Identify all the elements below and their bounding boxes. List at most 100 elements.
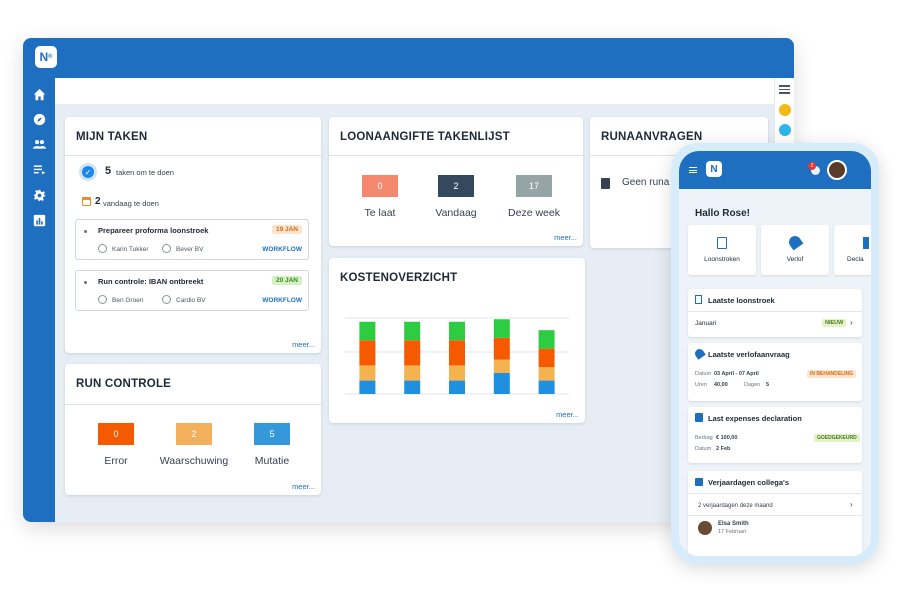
card-birthdays[interactable]: Verjaardagen collega's 2 verjaardagen de… (688, 471, 862, 556)
cake-icon (695, 478, 703, 486)
menu-icon[interactable] (689, 167, 697, 173)
stacked-bar-chart (345, 317, 569, 395)
avatar[interactable] (827, 160, 847, 180)
bar-segment[interactable] (493, 337, 510, 360)
bar-segment[interactable] (493, 373, 510, 394)
approved-badge: GOEDGEKEURD (814, 434, 860, 442)
week-count[interactable]: 17 (516, 175, 552, 197)
mutation-count[interactable]: 5 (254, 423, 290, 445)
status-badge: IN BEHANDELING (807, 370, 857, 378)
more-link[interactable]: meer... (556, 410, 579, 419)
list-icon[interactable] (31, 161, 47, 177)
bar-segment[interactable] (538, 367, 555, 381)
bar-segment[interactable] (493, 359, 510, 373)
bar-segment[interactable] (404, 321, 421, 341)
hours-label: Uren (695, 382, 707, 388)
card-run-controle: RUN CONTROLE 0 Error 2 Waarschuwing 5 Mu… (65, 364, 321, 495)
task-item[interactable]: Prepareer proforma loonstroek 19 JAN Kar… (75, 219, 309, 260)
task-date-badge: 20 JAN (271, 276, 302, 285)
bar-segment[interactable] (449, 380, 465, 394)
date-label: Datum (695, 446, 712, 452)
document-check-icon (601, 178, 610, 189)
tile-loonstroken[interactable]: Loonstroken (688, 225, 756, 275)
error-label: Error (104, 455, 128, 467)
tile-label: Decla (847, 256, 864, 263)
bar-segment[interactable] (359, 321, 376, 341)
tile-label: Loonstroken (704, 256, 740, 263)
bar-segment[interactable] (359, 380, 376, 394)
phone-mockup: N 2 Hallo Rose! Loonstroken Verlof Decla… (671, 143, 879, 564)
card-title: KOSTENOVERZICHT (340, 272, 458, 284)
home-icon[interactable] (31, 86, 47, 102)
task-company: Cardio BV (176, 297, 206, 304)
bar-segment[interactable] (538, 330, 555, 349)
drop-icon[interactable] (779, 124, 791, 136)
task-title: Prepareer proforma loonstroek (98, 226, 209, 235)
card-title: MIJN TAKEN (76, 131, 148, 143)
date-label: Datum (695, 371, 712, 377)
compass-icon[interactable] (31, 111, 47, 127)
task-date-badge: 19 JAN (271, 225, 302, 234)
bar-segment[interactable] (493, 319, 510, 338)
bar-segment[interactable] (449, 340, 465, 366)
tile-label: Verlof (786, 256, 804, 263)
mutation-label: Mutatie (254, 455, 290, 467)
umbrella-icon (693, 347, 706, 360)
bar-segment[interactable] (538, 380, 555, 394)
tile-verlof[interactable]: Verlof (761, 225, 829, 275)
leave-hours: 40,00 (714, 382, 728, 388)
app-logo[interactable]: N (706, 161, 722, 177)
tile-declaraties[interactable]: Decla (834, 225, 871, 275)
bar-segment[interactable] (449, 321, 465, 341)
bar-segment[interactable] (359, 365, 376, 381)
notification-badge: 2 (808, 162, 816, 170)
expense-date: 2 Feb (716, 446, 731, 452)
gear-icon[interactable] (31, 187, 47, 203)
task-item[interactable]: Run controle: IBAN ontbreekt 20 JAN Ben … (75, 270, 309, 311)
today-stat-count[interactable]: 2 (438, 175, 474, 197)
bar-segment[interactable] (404, 380, 421, 394)
today-count: 2 (95, 196, 101, 207)
card-title: Verjaardagen collega's (708, 478, 789, 487)
chart-icon[interactable] (31, 212, 47, 228)
bar-segment[interactable] (404, 365, 421, 381)
week-label: Deze week (508, 207, 560, 219)
error-count[interactable]: 0 (98, 423, 134, 445)
check-badge-icon[interactable] (779, 104, 791, 116)
more-link[interactable]: meer... (554, 233, 577, 242)
card-payslip[interactable]: Laatste loonstroek Januari NIEUW › (688, 289, 862, 337)
payslip-icon (717, 237, 727, 249)
new-badge: NIEUW (822, 319, 847, 327)
card-kostenoverzicht: KOSTENOVERZICHT meer... (329, 258, 585, 423)
card-leave[interactable]: Laatste verlofaanvraag Datum 03 April - … (688, 343, 862, 401)
more-link[interactable]: meer... (292, 340, 315, 349)
bar-segment[interactable] (404, 340, 421, 366)
late-count[interactable]: 0 (362, 175, 398, 197)
chevron-right-icon[interactable]: › (850, 318, 853, 327)
bell-icon[interactable] (811, 166, 820, 175)
more-link[interactable]: meer... (292, 482, 315, 491)
chevron-right-icon[interactable]: › (850, 500, 853, 509)
card-title: LOONAANGIFTE TAKENLIJST (340, 131, 510, 143)
users-icon[interactable] (31, 136, 47, 152)
days-label: Dagen (744, 382, 761, 388)
leave-date: 03 April - 07 April (714, 371, 759, 377)
greeting: Hallo Rose! (695, 208, 751, 219)
card-expenses[interactable]: Last expenses declaration Bedrag € 100,0… (688, 407, 862, 463)
late-label: Te laat (364, 207, 396, 219)
payslip-month: Januari (695, 320, 717, 327)
task-type: WORKFLOW (262, 297, 302, 304)
avatar (698, 521, 712, 535)
warning-count[interactable]: 2 (176, 423, 212, 445)
app-logo[interactable]: N ® (35, 46, 57, 68)
birthday-count: 2 verjaardagen deze maand (698, 503, 773, 509)
todo-text: taken om te doen (116, 168, 174, 177)
company-icon (162, 295, 171, 304)
bar-segment[interactable] (449, 365, 465, 381)
card-title: Last expenses declaration (708, 414, 802, 423)
bar-segment[interactable] (359, 340, 376, 366)
bar-segment[interactable] (538, 348, 555, 368)
calendar-icon (82, 197, 91, 206)
todo-count: 5 (105, 165, 112, 177)
menu-icon[interactable] (779, 85, 790, 94)
